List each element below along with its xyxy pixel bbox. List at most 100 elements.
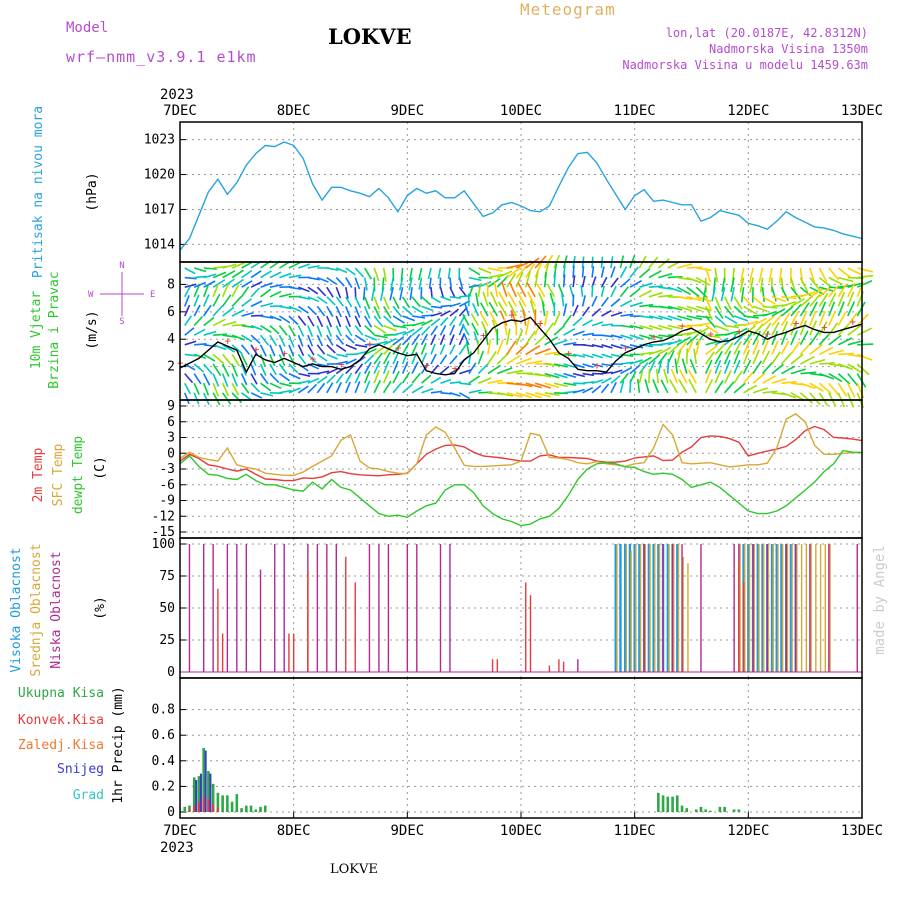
wind-arrow xyxy=(544,322,555,336)
wind-arrow xyxy=(601,323,613,327)
total-precip-bar xyxy=(221,795,224,812)
snow-precip-bar xyxy=(209,773,212,812)
wind-arrow xyxy=(809,382,824,392)
wind-arrow xyxy=(657,359,663,374)
wind-arrow xyxy=(667,339,682,346)
wind-arrow xyxy=(472,303,480,317)
wind-arrow xyxy=(354,315,362,328)
x-tick-label-top: 9DEC xyxy=(390,103,424,119)
y-tick-label: 0.8 xyxy=(152,703,175,718)
wind-arrow xyxy=(307,315,315,327)
wind-arrow xyxy=(828,372,843,383)
wind-arrow xyxy=(184,315,193,327)
wind-arrow xyxy=(572,388,585,394)
wind-arrow xyxy=(610,381,617,394)
wind-arrow xyxy=(572,304,579,317)
wind-gust-mark: + xyxy=(651,330,658,343)
wind-gust-mark: + xyxy=(395,341,402,354)
wind-arrow xyxy=(363,370,371,384)
wind-arrow xyxy=(543,310,549,326)
wind-arrow xyxy=(250,392,263,399)
wind-arrow xyxy=(298,286,310,293)
y-tick-label: 1014 xyxy=(144,237,175,252)
wind-arrow xyxy=(517,281,527,298)
wind-arrow xyxy=(487,273,503,279)
wind-arrow xyxy=(279,305,292,310)
wind-gust-mark: + xyxy=(310,352,317,365)
wind-arrow xyxy=(768,267,773,283)
wind-arrow xyxy=(610,285,617,298)
wind-arrow xyxy=(420,352,428,365)
wind-arrow xyxy=(581,266,585,278)
wind-arrow xyxy=(800,355,815,365)
wind-arrow xyxy=(373,360,381,374)
x-tick-label-bottom: 8DEC xyxy=(277,823,311,839)
wind-arrow xyxy=(619,380,625,394)
wind-arrow xyxy=(739,277,745,293)
wind-arrow xyxy=(231,284,240,298)
wind-arrow xyxy=(818,321,828,336)
wind-arrow xyxy=(298,296,311,300)
wind-arrow xyxy=(591,276,597,288)
wind-arrow xyxy=(658,272,673,279)
wind-arrow xyxy=(582,353,594,359)
sfc-label: SFC Temp xyxy=(51,444,66,507)
wind-arrow xyxy=(354,371,362,384)
total-precip-bar xyxy=(263,805,267,812)
wind-arrow xyxy=(720,287,726,302)
wind-arrow xyxy=(401,342,410,355)
wind-arrow xyxy=(392,360,399,374)
wind-arrow xyxy=(761,287,766,303)
total-precip-bar xyxy=(694,809,698,812)
wind-arrow xyxy=(260,324,272,334)
x-tick-label-bottom: 13DEC xyxy=(841,823,883,839)
wind-gust-mark: + xyxy=(850,315,857,328)
wind-arrow xyxy=(847,301,856,317)
wind-arrow xyxy=(240,354,248,366)
wind-arrow xyxy=(250,270,262,279)
wind-arrow xyxy=(526,282,536,298)
wind-arrow xyxy=(847,339,864,346)
wind-arrow xyxy=(507,301,517,317)
wind-arrow xyxy=(610,266,616,278)
wind-arrow xyxy=(345,372,353,384)
wind-arrow xyxy=(658,305,673,310)
wind-arrow xyxy=(449,296,462,299)
wind-arrow xyxy=(525,257,540,269)
wind-arrow xyxy=(638,369,644,384)
wind-arrow xyxy=(652,379,660,394)
wind-arrow xyxy=(733,350,741,365)
wind-arrow xyxy=(496,274,509,288)
wind-arrow xyxy=(468,351,472,365)
wind-arrow xyxy=(639,289,653,298)
wind-arrow xyxy=(420,325,431,336)
wind-arrow xyxy=(241,392,252,401)
total-precip-bar xyxy=(207,771,210,812)
wind-arrow xyxy=(771,313,783,327)
wind-arrow xyxy=(202,284,210,298)
wind-arrow xyxy=(601,377,612,384)
wind-arrow xyxy=(363,380,371,394)
wind-arrow xyxy=(705,344,719,356)
wind-arrow xyxy=(781,392,797,399)
wind-arrow xyxy=(382,267,387,282)
wind-arrow xyxy=(591,363,604,368)
wind-arrow xyxy=(490,291,499,307)
wind-arrow xyxy=(278,334,286,347)
wind-arrow xyxy=(231,278,244,288)
wind-gust-mark: + xyxy=(679,320,686,333)
model-label: Model xyxy=(66,20,109,36)
wind-arrow xyxy=(524,270,531,288)
wind-arrow xyxy=(828,349,844,356)
wind-arrow xyxy=(723,359,731,374)
wind-arrow xyxy=(335,277,345,287)
wind-arrow xyxy=(544,382,560,389)
x-tick-label-top: 8DEC xyxy=(277,103,311,119)
wind-arrow xyxy=(582,386,594,394)
wind-arrow xyxy=(183,392,190,405)
wind-arrow xyxy=(449,286,456,298)
wind-arrow xyxy=(326,286,334,298)
wind-arrow xyxy=(809,267,816,284)
hail-label: Grad xyxy=(73,788,104,803)
wind-arrow xyxy=(326,382,334,394)
